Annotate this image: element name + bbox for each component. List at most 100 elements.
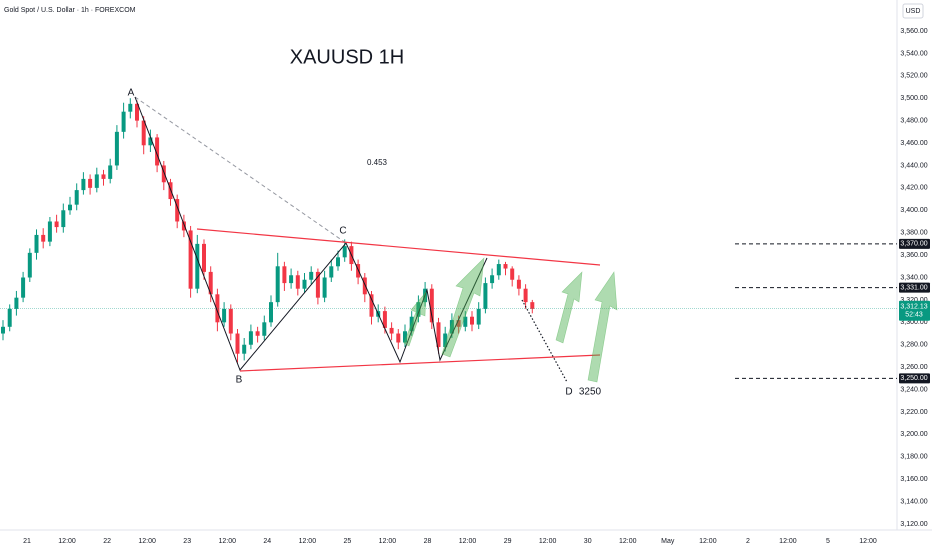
arrow-up bbox=[555, 271, 583, 344]
y-tick-label: 3,500.00 bbox=[900, 95, 927, 102]
candle-body bbox=[416, 302, 421, 317]
candle-body bbox=[101, 174, 106, 179]
candle-body bbox=[262, 322, 267, 336]
y-tick-label: 3,160.00 bbox=[900, 476, 927, 483]
last-price-label: 3,312.13 bbox=[900, 304, 927, 311]
candle-body bbox=[202, 243, 206, 272]
candle-body bbox=[148, 137, 153, 146]
point-label: B bbox=[236, 375, 243, 386]
x-tick-label: 12:00 bbox=[299, 538, 317, 545]
candle-body bbox=[121, 111, 126, 132]
currency-box[interactable] bbox=[902, 3, 924, 19]
y-tick-label: 3,140.00 bbox=[900, 498, 927, 505]
y-tick-label: 3,360.00 bbox=[900, 252, 927, 259]
candle-body bbox=[128, 103, 133, 112]
x-tick-label: 12:00 bbox=[218, 538, 236, 545]
currency[interactable]: USD bbox=[906, 8, 921, 15]
symbol-header: Gold Spot / U.S. Dollar · 1h · FOREXCOM bbox=[4, 7, 136, 14]
candle-body bbox=[181, 221, 186, 231]
x-tick-label: 12:00 bbox=[138, 538, 156, 545]
candle-body bbox=[443, 333, 448, 347]
candle-body bbox=[490, 275, 495, 284]
level-label: 3,331.00 bbox=[900, 284, 927, 291]
x-tick-label: 2 bbox=[746, 538, 750, 545]
y-tick-label: 3,460.00 bbox=[900, 140, 927, 147]
wave-line bbox=[134, 96, 488, 371]
y-tick-label: 3,480.00 bbox=[900, 117, 927, 124]
arrow-up bbox=[587, 271, 618, 383]
candle-body bbox=[114, 131, 119, 166]
y-tick-label: 3,260.00 bbox=[900, 364, 927, 371]
candles bbox=[1, 98, 535, 363]
y-tick-label: 3,280.00 bbox=[900, 342, 927, 349]
candle-body bbox=[289, 275, 294, 284]
triangle-lower bbox=[239, 354, 601, 372]
candle-body bbox=[228, 308, 233, 334]
y-tick-label: 3,180.00 bbox=[900, 454, 927, 461]
point-label: D bbox=[565, 387, 572, 398]
candle-body bbox=[342, 246, 347, 258]
candle-body bbox=[503, 264, 508, 269]
candle-body bbox=[483, 283, 488, 309]
y-tick-label: 3,320.00 bbox=[900, 297, 927, 304]
candle-body bbox=[7, 308, 12, 327]
candle-body bbox=[369, 294, 374, 317]
candle-body bbox=[295, 275, 300, 289]
level-box bbox=[899, 238, 930, 249]
x-tick-label: 25 bbox=[344, 538, 352, 545]
candle-body bbox=[21, 277, 26, 298]
y-tick-label: 3,440.00 bbox=[900, 162, 927, 169]
candle-body bbox=[275, 266, 280, 303]
candle-body bbox=[269, 302, 273, 323]
candle-body bbox=[27, 252, 32, 278]
candle-body bbox=[463, 316, 468, 327]
candle-body bbox=[161, 165, 166, 183]
candle-body bbox=[470, 316, 474, 325]
triangle-upper bbox=[196, 228, 601, 266]
candle-body bbox=[34, 234, 39, 253]
x-tick-label: 30 bbox=[584, 538, 592, 545]
y-tick-label: 3,240.00 bbox=[900, 386, 927, 393]
x-tick-label: 12:00 bbox=[619, 538, 637, 545]
y-tick-label: 3,540.00 bbox=[900, 50, 927, 57]
candle-body bbox=[322, 277, 327, 298]
y-tick-label: 3,220.00 bbox=[900, 409, 927, 416]
candle-body bbox=[309, 271, 314, 280]
candle-body bbox=[436, 322, 441, 347]
candle-body bbox=[235, 333, 240, 354]
x-tick-label: 22 bbox=[103, 538, 111, 545]
y-tick-label: 3,300.00 bbox=[900, 319, 927, 326]
candle-body bbox=[68, 204, 72, 211]
candle-body bbox=[135, 103, 139, 121]
y-tick-label: 3,200.00 bbox=[900, 431, 927, 438]
candle-body bbox=[188, 230, 193, 289]
point-label: A bbox=[128, 88, 135, 99]
candle-body bbox=[108, 165, 113, 179]
y-tick-label: 3,400.00 bbox=[900, 207, 927, 214]
candle-body bbox=[47, 221, 52, 242]
candle-body bbox=[81, 178, 86, 191]
target-label: 3250 bbox=[579, 387, 602, 398]
candle-body bbox=[516, 279, 521, 289]
candle-body bbox=[242, 344, 247, 354]
y-tick-label: 3,420.00 bbox=[900, 185, 927, 192]
level-label: 3,250.00 bbox=[900, 375, 927, 382]
candle-body bbox=[61, 210, 66, 228]
projection-line bbox=[521, 299, 568, 383]
x-tick-label: May bbox=[661, 538, 675, 545]
x-tick-label: 12:00 bbox=[58, 538, 76, 545]
arrow-up bbox=[403, 291, 427, 347]
candle-body bbox=[382, 311, 387, 328]
candle-body bbox=[496, 264, 501, 276]
x-tick-label: 12:00 bbox=[459, 538, 477, 545]
chart-title: XAUUSD 1H bbox=[290, 46, 404, 68]
x-tick-label: 12:00 bbox=[699, 538, 717, 545]
x-tick-label: 29 bbox=[504, 538, 512, 545]
candle-body bbox=[41, 234, 46, 242]
candle-body bbox=[248, 331, 253, 345]
point-label: C bbox=[339, 226, 346, 237]
last-price-box bbox=[899, 300, 930, 321]
candle-body bbox=[88, 178, 93, 188]
x-tick-label: 12:00 bbox=[539, 538, 557, 545]
x-tick-label: 5 bbox=[826, 538, 830, 545]
